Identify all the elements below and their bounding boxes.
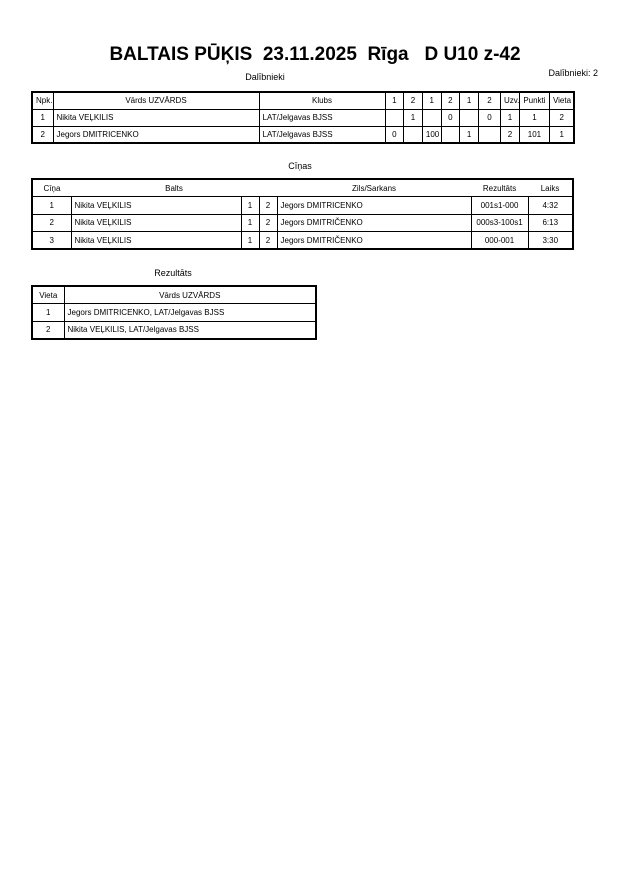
results-table: Vieta Vārds UZVĀRDS 1 Jegors DMITRICENKO, L…	[31, 285, 317, 340]
cell: 1	[31, 108, 54, 127]
cell: 1	[240, 231, 260, 250]
cell: 2	[258, 231, 278, 250]
row: 2 Jegors DMITRICENKO LAT/Jelgavas BJSS 0 100…	[31, 125, 575, 144]
row: 1 Jegors DMITRICENKO, LAT/Jelgavas BJSS	[31, 303, 317, 322]
header-cell: 1	[421, 91, 442, 110]
title: BALTAIS PŪĶIS 23.11.2025 Rīga D U10 z-42	[109, 44, 521, 65]
cell: 6:13	[527, 213, 574, 232]
cell: 000s3-100s1	[470, 213, 529, 232]
cell: 1	[518, 108, 550, 127]
cell: 101	[518, 125, 550, 144]
cell: Nikita VEĻKILIS	[70, 213, 242, 232]
cell	[440, 125, 461, 144]
header-cell: 1	[459, 91, 479, 110]
cell	[384, 108, 405, 127]
cell: 3	[31, 231, 72, 250]
cell: Nikita VEĻKILIS	[70, 196, 242, 215]
cell: 2	[258, 213, 278, 232]
table-body: 1 Nikita VEĻKILIS LAT/Jelgavas BJSS 1 0 0 1 1 2 2…	[31, 108, 575, 144]
cell: 1	[240, 196, 260, 215]
cell: Jegors DMITRICENKO	[276, 196, 472, 215]
cell: 0	[384, 125, 405, 144]
header-cell: Vārds UZVĀRDS	[63, 285, 317, 304]
row: 3 Nikita VEĻKILIS 1 2 Jegors DMITRIČENKO 000-…	[31, 231, 574, 250]
cell: LAT/Jelgavas BJSS	[258, 125, 386, 144]
cell: Nikita VEĻKILIS	[70, 231, 242, 250]
header-cell: Vieta	[31, 285, 65, 304]
header-cell: Punkti	[518, 91, 550, 110]
header-cell: Npk.	[31, 91, 54, 110]
section-title: Cīņas	[288, 161, 312, 171]
cell: Nikita VEĻKILIS, LAT/Jelgavas BJSS	[63, 320, 317, 339]
cell: Jegors DMITRIČENKO	[276, 213, 472, 232]
cell: Jegors DMITRICENKO	[52, 125, 260, 144]
table-body: 1 Jegors DMITRICENKO, LAT/Jelgavas BJSS 2 N…	[31, 303, 317, 339]
header-cell: 1	[384, 91, 405, 110]
header-cell: Zils/Sarkans	[277, 178, 472, 197]
header-cell: Klubs	[258, 91, 386, 110]
header-cell: 2	[477, 91, 501, 110]
cell: LAT/Jelgavas BJSS	[258, 108, 386, 127]
bouts-table: Cīņa Balts Zils/Sarkans Rezultāts Laiks 1 Niki…	[31, 178, 575, 250]
row: 2 Nikita VEĻKILIS 1 2 Jegors DMITRIČENKO 000s…	[31, 213, 574, 232]
header-cell: 2	[440, 91, 461, 110]
cell: 2	[31, 213, 72, 232]
cell: 1	[31, 303, 65, 322]
cell: 2	[31, 320, 65, 339]
cell: 000-001	[470, 231, 529, 250]
cell: 1	[459, 125, 479, 144]
cell: 2	[499, 125, 520, 144]
row: 1 Nikita VEĻKILIS LAT/Jelgavas BJSS 1 0 0 1 1 2	[31, 108, 575, 127]
cell: 1	[31, 196, 72, 215]
cell: 001s1-000	[470, 196, 529, 215]
header-row: Vieta Vārds UZVĀRDS	[31, 285, 317, 304]
cell	[459, 108, 479, 127]
cell: 1	[499, 108, 520, 127]
header-cell: Vārds UZVĀRDS	[52, 91, 260, 110]
participant-count: Dalībnieki: 2	[548, 68, 598, 78]
table-head: Npk. Vārds UZVĀRDS Klubs 1 2 1 2 1 2 Uzv. Punkti Vi…	[31, 91, 575, 110]
table-head: Cīņa Balts Zils/Sarkans Rezultāts Laiks	[32, 178, 574, 197]
cell: 0	[440, 108, 461, 127]
participants-table: Npk. Vārds UZVĀRDS Klubs 1 2 1 2 1 2 Uzv. Punkti Vi…	[31, 91, 576, 144]
cell: 1	[240, 213, 260, 232]
cell: Jegors DMITRIČENKO	[276, 231, 472, 250]
cell: 2	[258, 196, 278, 215]
cell: 1	[548, 125, 575, 144]
cell	[403, 125, 423, 144]
table-body: 1 Nikita VEĻKILIS 1 2 Jegors DMITRICENKO 001s…	[31, 196, 574, 250]
cell: 0	[477, 108, 501, 127]
section-title: Dalībnieki	[245, 72, 285, 82]
cell: 2	[31, 125, 54, 144]
cell: Jegors DMITRICENKO, LAT/Jelgavas BJSS	[63, 303, 317, 322]
row: 2 Nikita VEĻKILIS, LAT/Jelgavas BJSS	[31, 320, 317, 339]
cell	[421, 108, 442, 127]
header-cell: 2	[403, 91, 423, 110]
header-row: Cīņa Balts Zils/Sarkans Rezultāts Laiks	[32, 178, 574, 197]
header-cell: Balts	[71, 178, 278, 197]
header-cell: Laiks	[528, 178, 574, 197]
header-row: Npk. Vārds UZVĀRDS Klubs 1 2 1 2 1 2 Uzv. Punkti Vi…	[31, 91, 575, 110]
cell: 1	[403, 108, 423, 127]
cell: 2	[548, 108, 575, 127]
section-title: Rezultāts	[154, 268, 192, 278]
header-cell: Cīņa	[32, 178, 71, 197]
row: 1 Nikita VEĻKILIS 1 2 Jegors DMITRICENKO 001s…	[31, 196, 574, 215]
table-head: Vieta Vārds UZVĀRDS	[31, 285, 317, 304]
cell	[477, 125, 501, 144]
cell: 4:32	[527, 196, 574, 215]
cell: Nikita VEĻKILIS	[52, 108, 260, 127]
cell: 3:30	[527, 231, 574, 250]
header-cell: Vieta	[548, 91, 575, 110]
cell: 100	[421, 125, 442, 144]
header-cell: Uzv.	[499, 91, 520, 110]
header-cell: Rezultāts	[471, 178, 529, 197]
